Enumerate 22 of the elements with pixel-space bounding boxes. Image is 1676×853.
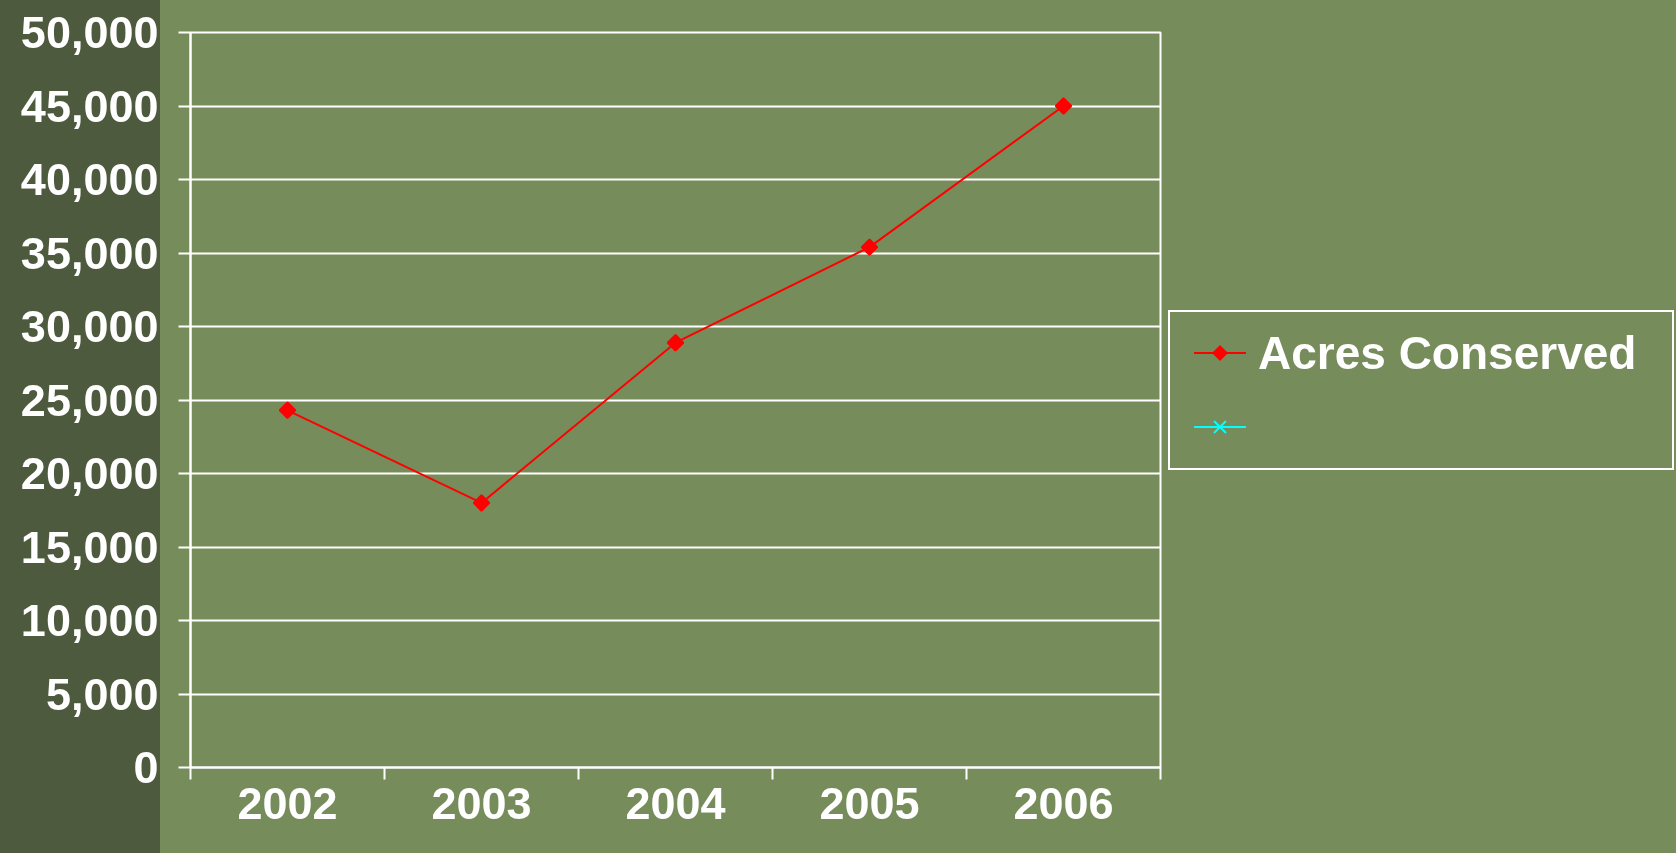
y-tick-label: 5,000 [45,668,159,720]
y-tick-label: 30,000 [20,301,159,352]
y-tick-label: 25,000 [20,374,159,426]
y-tick-label: 50,000 [20,7,159,58]
y-tick-label: 15,000 [20,521,159,573]
y-tick-label: 0 [133,742,159,793]
point [472,494,491,512]
point [666,333,685,352]
y-tick-label: 20,000 [20,448,159,499]
legend-label: Acres Conserved [1258,326,1637,380]
x-tick-label: 2002 [237,777,338,829]
y-tick-label: 40,000 [20,154,159,205]
x-tick-label: 2003 [431,777,532,829]
x-tick-label: 2005 [819,777,920,829]
point [860,238,879,256]
point [278,401,297,420]
point [1054,97,1073,115]
x-tick-label: 2006 [1013,777,1114,829]
y-tick-label: 10,000 [20,595,159,646]
x-tick-label: 2004 [625,777,726,829]
y-tick-label: 35,000 [20,227,159,279]
y-tick-label: 45,000 [20,80,159,132]
